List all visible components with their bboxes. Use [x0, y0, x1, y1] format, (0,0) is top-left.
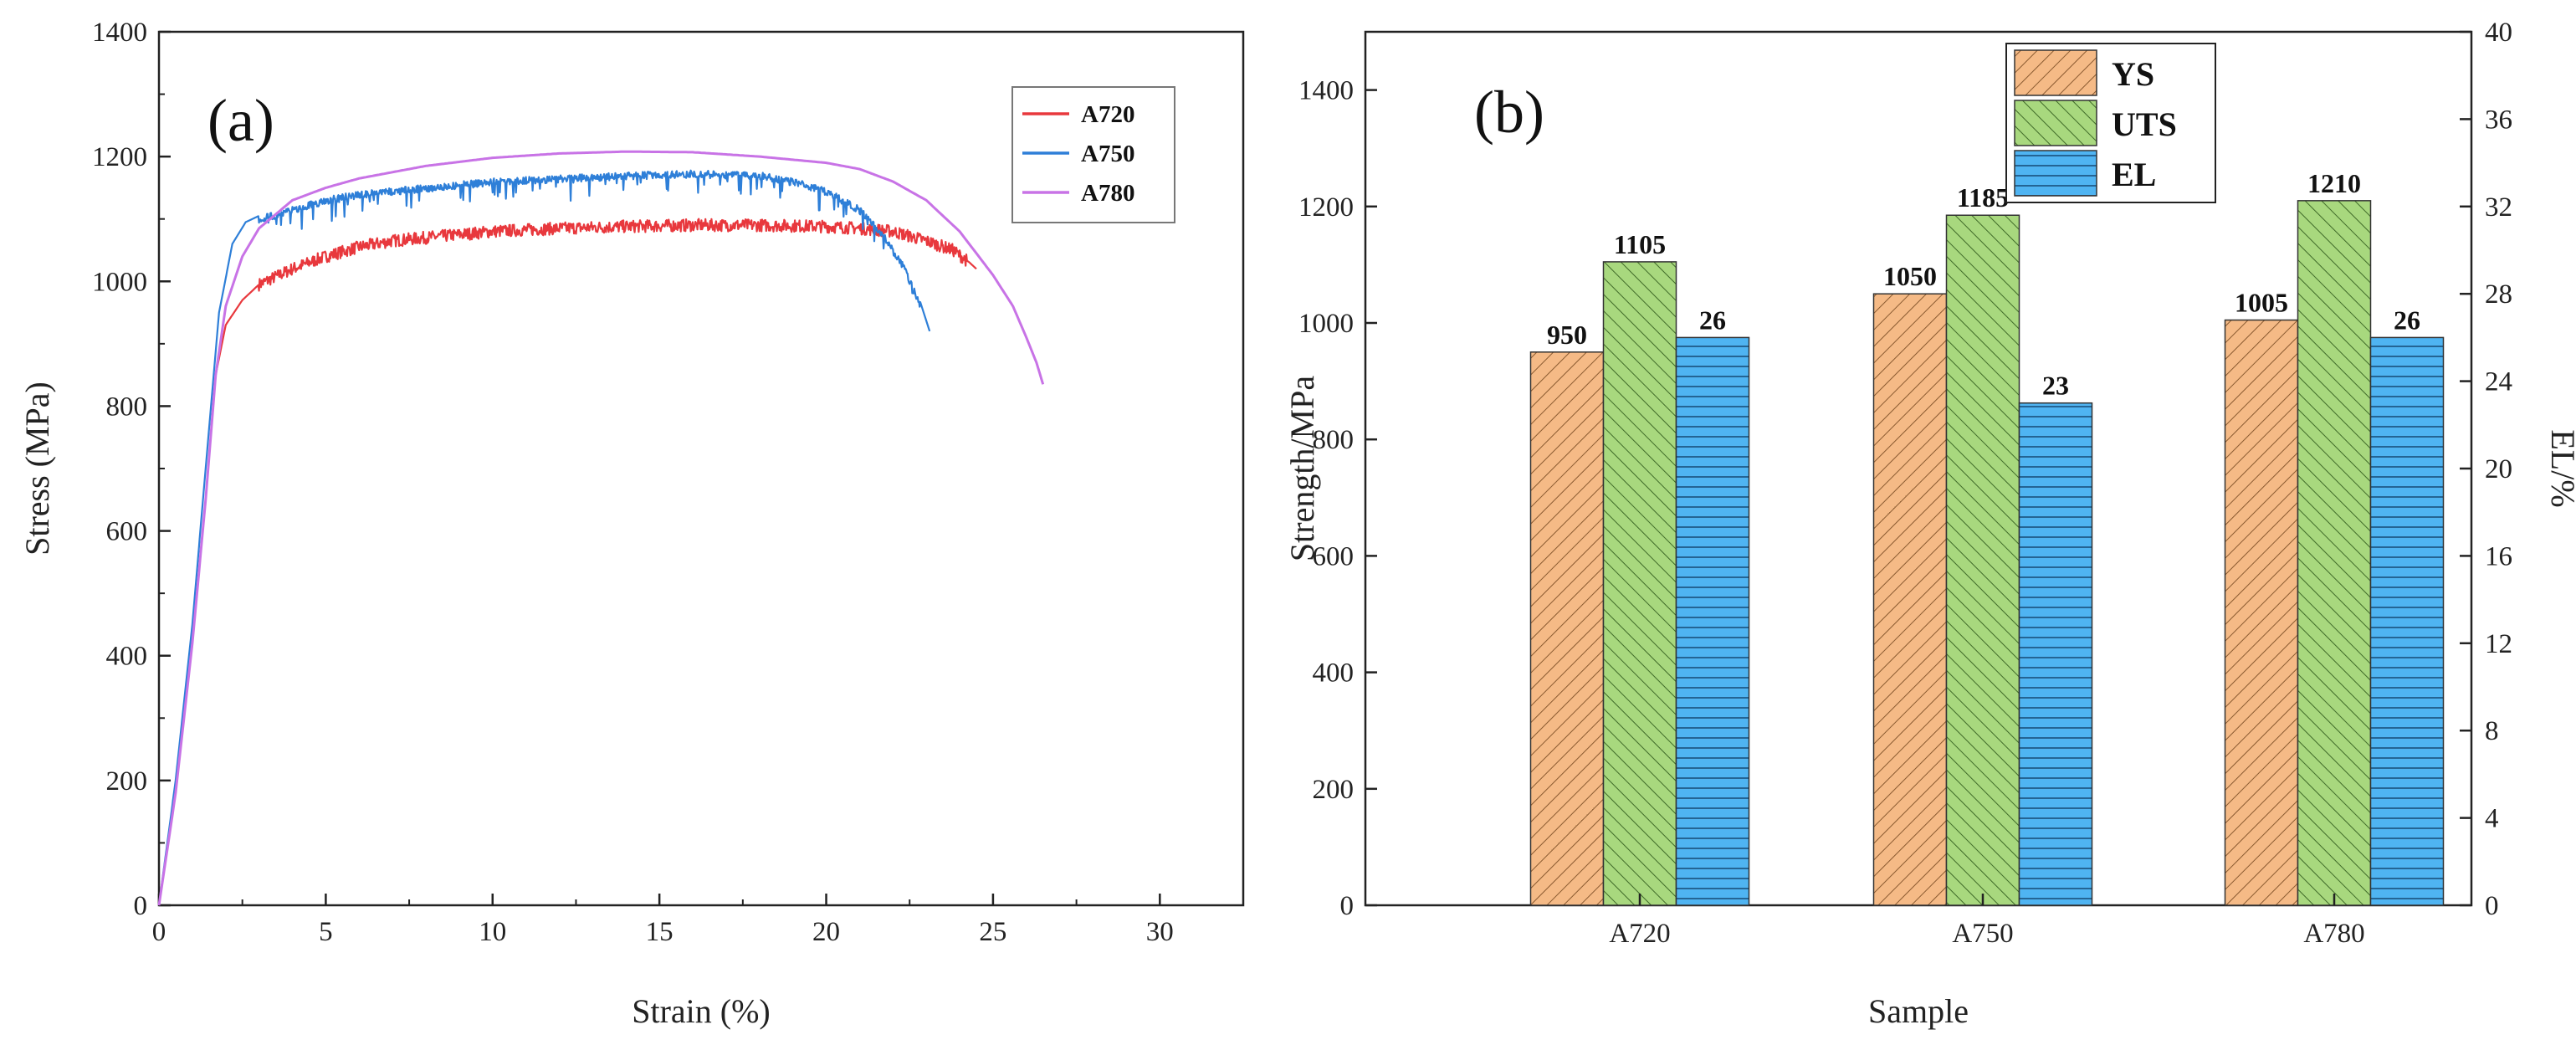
y2-tick-label-b: 24	[2485, 367, 2512, 397]
x-tick-label-a: 15	[646, 917, 673, 947]
bar-uts-a720	[1602, 261, 1677, 906]
y-ticks-b: 0 200 400 600 800 1000 1200 1400	[1298, 76, 1377, 921]
data-label-el-a750: 23	[2042, 371, 2069, 401]
legend-box-a	[1011, 86, 1175, 223]
y2-tick-label-b: 0	[2485, 891, 2499, 921]
data-label-ys-a720: 950	[1547, 320, 1587, 350]
legend-a: A720 A750 A780	[1011, 86, 1175, 223]
y-tick-label-b: 600	[1313, 541, 1355, 571]
y-tick-label-a: 600	[106, 517, 148, 547]
bar-ys-a720	[1529, 351, 1605, 906]
x-tick-label-a: 5	[319, 917, 333, 947]
y2-tick-label-b: 16	[2485, 541, 2512, 571]
x-tick-label-b: A750	[1952, 919, 2013, 949]
y-tick-label-a: 400	[106, 642, 148, 672]
y2-tick-label-b: 20	[2485, 454, 2512, 484]
y-tick-label-a: 800	[106, 392, 148, 422]
y2-axis-label-b: EL/%	[2544, 429, 2576, 507]
y-tick-label-a: 1400	[92, 18, 147, 48]
y-tick-label-b: 200	[1313, 775, 1355, 805]
stress-strain-chart: (a) Strain (%) Stress (MPa) 0 5 10 15 20 25 30…	[18, 18, 1245, 1030]
x-axis-label-b: Sample	[1868, 992, 1969, 1030]
x-tick-label-b: A780	[2303, 919, 2364, 949]
x-tick-label-a: 25	[979, 917, 1006, 947]
data-label-ys-a780: 1005	[2235, 288, 2288, 318]
legend-label-a780: A780	[1081, 180, 1134, 207]
y-tick-label-b: 1000	[1298, 309, 1354, 339]
bar-el-a720	[1675, 336, 1750, 906]
y-tick-label-b: 800	[1313, 425, 1355, 455]
legend-label-ys: YS	[2112, 55, 2154, 93]
y2-tick-label-b: 40	[2485, 18, 2512, 48]
x-ticks-b: A720 A750 A780	[1609, 894, 2365, 949]
data-label-el-a780: 26	[2394, 305, 2420, 335]
y-axis-label-b: Strength/MPa	[1283, 376, 1321, 561]
bar-uts-a750	[1945, 214, 2020, 906]
y-tick-label-a: 1000	[92, 267, 147, 297]
x-tick-label-a: 0	[152, 917, 166, 947]
series-line-a750	[157, 169, 931, 906]
panel-label-b: (b)	[1474, 79, 1544, 146]
y2-tick-label-b: 28	[2485, 279, 2512, 310]
y-tick-label-b: 1400	[1298, 76, 1354, 106]
x-tick-label-a: 10	[479, 917, 506, 947]
y-tick-label-a: 1200	[92, 142, 147, 172]
x-tick-label-a: 30	[1146, 917, 1174, 947]
y-tick-label-a: 0	[134, 891, 148, 921]
data-label-uts-a750: 1185	[1957, 182, 2009, 213]
data-label-uts-a720: 1105	[1614, 229, 1666, 259]
bar-ys-a780	[2224, 319, 2299, 906]
y-axis-label-a: Stress (MPa)	[18, 382, 56, 556]
x-tick-label-b: A720	[1609, 919, 1670, 949]
x-ticks-a: 0 5 10 15 20 25 30	[152, 894, 1174, 947]
legend-label-a750: A750	[1081, 141, 1134, 167]
legend-swatch-uts	[2014, 100, 2097, 146]
y-tick-label-a: 200	[106, 766, 148, 797]
data-label-el-a720: 26	[1699, 305, 1726, 335]
panel-label-a: (a)	[207, 87, 274, 154]
legend-label-a720: A720	[1081, 101, 1134, 128]
y2-tick-label-b: 8	[2485, 716, 2499, 746]
bar-el-a750	[2018, 402, 2093, 906]
legend-label-uts: UTS	[2112, 105, 2177, 143]
bars-b: 950 1105 26 1050 1185 23 1005 1210 26	[1529, 168, 2445, 906]
y-tick-label-b: 0	[1340, 891, 1355, 921]
legend-label-el: EL	[2112, 156, 2156, 193]
y-tick-label-b: 1200	[1298, 192, 1354, 223]
legend-swatch-el	[2014, 150, 2097, 197]
strength-bar-chart: (b) Sample Strength/MPa EL/% 950 1105 26 10…	[1283, 18, 2576, 1030]
data-label-uts-a780: 1210	[2307, 168, 2361, 198]
y2-tick-label-b: 36	[2485, 105, 2512, 135]
y-ticks-a: 0 200 400 600 800 1000 1200 1400	[92, 18, 171, 921]
data-label-ys-a750: 1050	[1883, 261, 1937, 291]
series-line-a780	[157, 150, 1045, 906]
y2-tick-label-b: 32	[2485, 192, 2512, 223]
legend-swatch-ys	[2014, 49, 2097, 96]
bar-el-a780	[2369, 336, 2445, 906]
legend-b: YS UTS EL	[2005, 43, 2216, 203]
y2-tick-label-b: 4	[2485, 804, 2499, 834]
y2-tick-label-b: 12	[2485, 629, 2512, 659]
y2-ticks-b: 0 4 8 12 16 20 24 28 32 36 40	[2460, 18, 2512, 921]
bar-ys-a750	[1872, 293, 1948, 906]
x-tick-label-a: 20	[812, 917, 840, 947]
y-tick-label-b: 400	[1313, 658, 1355, 689]
series-line-a720	[157, 218, 977, 906]
series-lines-a	[157, 150, 1045, 906]
bar-uts-a780	[2297, 200, 2372, 906]
x-axis-label-a: Strain (%)	[632, 992, 771, 1030]
